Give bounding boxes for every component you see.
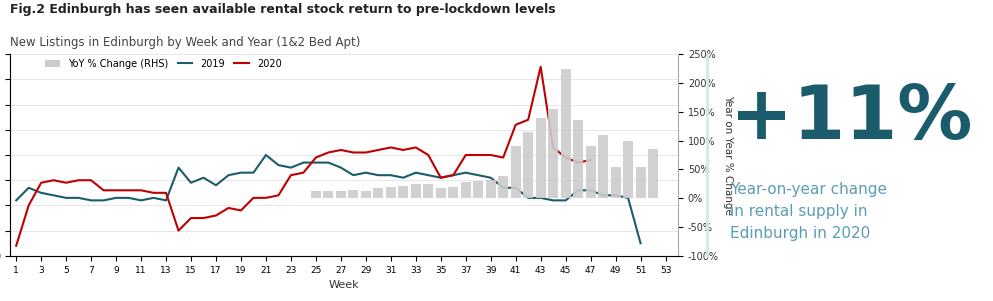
Y-axis label: Year on Year % Change: Year on Year % Change: [723, 95, 733, 215]
Bar: [336, 191, 346, 198]
X-axis label: Week: Week: [329, 280, 359, 290]
Text: +11%: +11%: [730, 82, 972, 155]
Bar: [535, 118, 546, 198]
Bar: [486, 180, 496, 198]
Bar: [611, 166, 621, 198]
Bar: [498, 176, 508, 198]
Bar: [586, 146, 596, 198]
Bar: [523, 132, 533, 198]
Text: New Listings in Edinburgh by Week and Year (1&2 Bed Apt): New Listings in Edinburgh by Week and Ye…: [10, 36, 360, 49]
Bar: [573, 120, 583, 198]
Bar: [360, 191, 370, 198]
Bar: [411, 185, 421, 198]
Text: Year-on-year change
in rental supply in
Edinburgh in 2020: Year-on-year change in rental supply in …: [730, 182, 887, 241]
Bar: [423, 184, 433, 198]
Bar: [461, 182, 471, 198]
Bar: [474, 181, 484, 198]
Bar: [436, 188, 446, 198]
Bar: [448, 187, 458, 198]
Bar: [548, 109, 558, 198]
Bar: [510, 146, 520, 198]
Bar: [623, 141, 634, 198]
Bar: [561, 69, 571, 198]
Bar: [386, 187, 396, 198]
Bar: [648, 149, 658, 198]
Bar: [598, 135, 608, 198]
Bar: [636, 166, 645, 198]
Bar: [349, 190, 358, 198]
Text: Fig.2 Edinburgh has seen available rental stock return to pre-lockdown levels: Fig.2 Edinburgh has seen available renta…: [10, 3, 555, 16]
Legend: YoY % Change (RHS), 2019, 2020: YoY % Change (RHS), 2019, 2020: [42, 55, 285, 73]
Bar: [311, 191, 321, 198]
Bar: [373, 188, 383, 198]
Bar: [324, 191, 334, 198]
Bar: [398, 185, 408, 198]
